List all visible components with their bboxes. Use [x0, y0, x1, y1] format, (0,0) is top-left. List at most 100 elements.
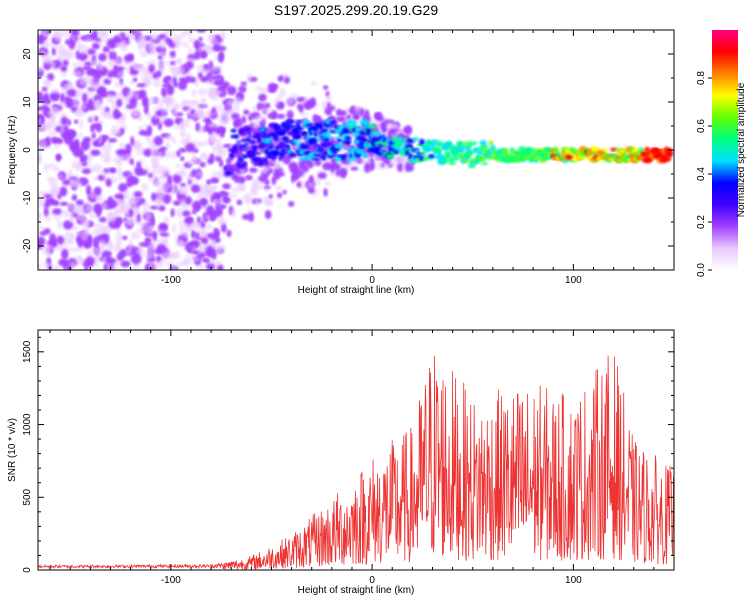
- spectrogram-cell: [326, 102, 332, 112]
- spectrogram-cell: [38, 262, 42, 269]
- spectrogram-cell: [43, 261, 49, 270]
- spectrogram-cell: [91, 132, 96, 140]
- spectrogram-cell: [69, 261, 77, 268]
- spectrogram-cell: [276, 113, 286, 119]
- spectrogram-cell: [473, 147, 481, 152]
- spectrogram-cell: [376, 115, 384, 122]
- spectrogram-cell: [85, 184, 92, 196]
- spectrogram-cell: [65, 39, 70, 46]
- spectrogram-cell: [56, 220, 63, 229]
- spectrogram-cell: [93, 186, 102, 196]
- spectrogram-cell: [156, 244, 167, 253]
- spectrogram-cell: [88, 114, 95, 123]
- colorbar-tick-label: 0.2: [696, 215, 707, 229]
- spectrogram-cell: [200, 50, 207, 59]
- spectrogram-cell: [42, 92, 50, 102]
- spectrogram-cell: [215, 199, 225, 205]
- x-tick-label: 0: [369, 575, 375, 586]
- spectrogram-cell: [263, 158, 268, 166]
- spectrogram-cell: [121, 111, 126, 123]
- spectrogram-cell: [72, 97, 79, 109]
- spectrogram-cell: [602, 148, 609, 152]
- spectrogram-cell: [141, 182, 149, 192]
- spectrogram-cell: [196, 170, 203, 177]
- spectrogram-cell: [92, 203, 103, 214]
- spectrogram-cell: [145, 225, 155, 235]
- colorbar-label: Normalized spectral amplitude: [736, 82, 747, 217]
- spectrogram-cell: [82, 65, 92, 71]
- spectrogram-cell: [147, 96, 155, 106]
- colorbar-bar: [712, 30, 738, 270]
- spectrogram-cell: [324, 137, 330, 143]
- spectrogram-cell: [183, 41, 189, 48]
- spectrogram-cell: [244, 142, 249, 146]
- spectrogram-cell: [92, 247, 104, 256]
- spectrogram-cell: [254, 197, 260, 208]
- spectrogram-cell: [158, 98, 164, 109]
- colorbar-tick-label: 0.0: [696, 263, 707, 277]
- spectrogram-cell: [197, 244, 203, 255]
- spectrogram-cell: [225, 170, 233, 175]
- spectrogram-cell: [170, 60, 176, 66]
- spectrogram-cell: [293, 143, 299, 149]
- spectrogram-cell: [60, 71, 67, 77]
- spectrogram-cell: [654, 148, 660, 152]
- spectrogram-cell: [273, 134, 278, 141]
- spectrogram-cell: [190, 157, 200, 165]
- spectrogram-cell: [133, 30, 145, 33]
- spectrogram-cell: [377, 144, 384, 148]
- spectrogram-cell: [114, 92, 124, 103]
- spectrogram-cell: [186, 133, 191, 141]
- spectrogram-cell: [248, 212, 255, 223]
- spectrogram-cell: [102, 154, 112, 164]
- spectrogram-cell: [142, 96, 147, 106]
- spectrogram-cell: [238, 148, 243, 156]
- spectrogram-cell: [38, 196, 43, 204]
- spectrogram-cell: [96, 64, 104, 71]
- spectrogram-cell: [243, 109, 250, 115]
- spectrogram-cell: [215, 204, 220, 212]
- spectrogram-cell: [334, 136, 340, 140]
- spectrogram-cell: [481, 144, 489, 150]
- spectrogram-cell: [48, 106, 60, 117]
- spectrogram-cell: [552, 146, 559, 153]
- spectrogram-cell: [78, 52, 88, 62]
- spectrogram-cell: [335, 116, 345, 122]
- snr-x-ticks: -100 0 100: [49, 330, 675, 586]
- snr-marks: [38, 355, 674, 570]
- spectrogram-cell: [174, 239, 184, 247]
- spectrogram-cell: [159, 232, 170, 237]
- y-tick-label: 20: [22, 48, 33, 60]
- spectrogram-cell: [118, 249, 128, 258]
- spectrogram-cell: [136, 34, 147, 46]
- spectrogram-cell: [61, 50, 71, 61]
- spectrogram-cell: [368, 123, 376, 129]
- spectrogram-cell: [107, 266, 115, 270]
- x-tick-label: 100: [565, 575, 582, 586]
- spectrogram-cell: [150, 149, 159, 157]
- spectrogram-cell: [75, 87, 82, 98]
- spectrogram-cell: [246, 73, 253, 83]
- spectrogram-cell: [219, 30, 226, 40]
- spectrogram-cell: [251, 145, 258, 149]
- spectrogram-cell: [445, 142, 454, 147]
- spectrogram-cell: [198, 36, 203, 42]
- spectrogram-cell: [420, 151, 427, 156]
- spectrogram-cell: [187, 248, 194, 253]
- x-tick-label: 0: [369, 275, 375, 286]
- spectrogram-cell: [164, 141, 171, 149]
- spectrogram-cell: [267, 113, 278, 119]
- spectrogram-cell: [406, 146, 413, 151]
- spectrogram-cell: [129, 158, 134, 165]
- spectrogram-cell: [467, 163, 476, 169]
- spectrogram-cell: [71, 70, 83, 77]
- spectrogram-cell: [38, 225, 44, 231]
- spectrogram-cell: [247, 134, 252, 138]
- spectrogram-cell: [59, 186, 68, 197]
- spectrogram-cell: [283, 76, 291, 84]
- spectrogram-cell: [162, 83, 172, 88]
- spectrogram-cell: [67, 169, 73, 178]
- spectrogram-cell: [212, 144, 223, 150]
- spectrogram-cell: [196, 264, 206, 270]
- spectrogram-cell: [122, 95, 128, 102]
